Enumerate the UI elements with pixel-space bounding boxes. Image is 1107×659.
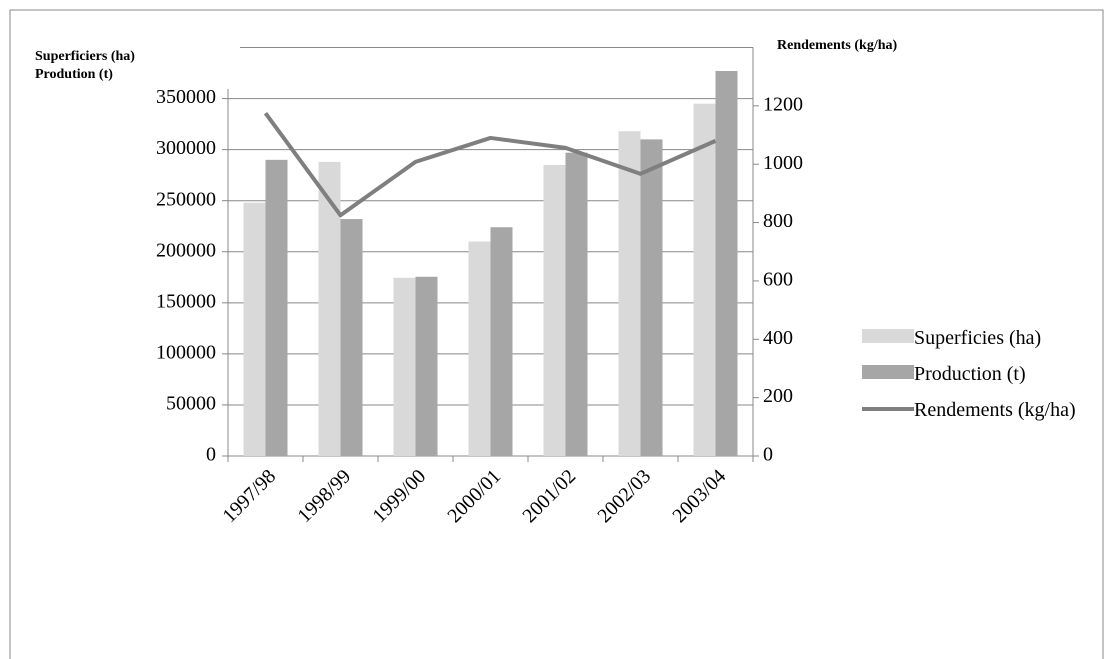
bar [340, 219, 363, 456]
legend-key [862, 329, 914, 343]
bar [468, 241, 491, 456]
bar [640, 139, 663, 456]
bar [565, 152, 588, 456]
y2-tick-label: 1200 [763, 93, 803, 115]
legend-label: Production (t) [914, 363, 1026, 385]
legend-item: Superficies (ha) [862, 325, 1087, 351]
legend-item: Rendements (kg/ha) [862, 397, 1087, 423]
bar [393, 277, 416, 456]
legend-key [862, 407, 914, 411]
line [263, 111, 717, 218]
legend-item: Production (t) [862, 361, 1087, 387]
y-axis-title: Prodution (t) [35, 67, 113, 82]
bar [243, 202, 266, 456]
x-tick-label: 1997/98 [218, 465, 280, 527]
x-tick-label: 1999/00 [368, 465, 430, 527]
x-tick-label: 2002/03 [593, 465, 655, 527]
x-tick-label: 2001/02 [518, 465, 580, 527]
legend-label: Rendements (kg/ha) [914, 399, 1076, 421]
y2-tick-label: 200 [763, 385, 793, 407]
bar [693, 103, 716, 456]
bar [490, 227, 513, 456]
x-tick-label: 2000/01 [443, 465, 505, 527]
x-tick-label: 1998/99 [293, 465, 355, 527]
bar [318, 161, 341, 456]
legend: Superficies (ha) Production (t) Rendements… [862, 325, 1087, 433]
y2-tick-label: 1000 [763, 152, 803, 174]
y2-axis-title: Rendements (kg/ha) [777, 38, 898, 53]
chart-frame [9, 9, 1104, 659]
y2-tick-label: 0 [763, 444, 773, 466]
y2-tick-label: 400 [763, 327, 793, 349]
y-tick-label: 0 [206, 444, 216, 466]
y-tick-label: 250000 [156, 188, 216, 210]
y-tick-label: 50000 [166, 393, 216, 415]
y2-tick-label: 800 [763, 210, 793, 232]
y-tick-label: 300000 [156, 137, 216, 159]
bar [715, 70, 738, 457]
y-tick-label: 350000 [156, 86, 216, 108]
legend-label: Superficies (ha) [914, 327, 1042, 349]
bar [543, 164, 566, 456]
legend-key [862, 365, 914, 379]
bar [618, 131, 641, 456]
y-tick-label: 200000 [156, 239, 216, 261]
bar [265, 159, 288, 456]
y-tick-label: 100000 [156, 341, 216, 363]
bar [415, 276, 438, 456]
x-tick-label: 2003/04 [668, 465, 730, 527]
y2-tick-label: 600 [763, 269, 793, 291]
y-axis-title: Superficiers (ha) [35, 49, 135, 64]
y-tick-label: 150000 [156, 290, 216, 312]
